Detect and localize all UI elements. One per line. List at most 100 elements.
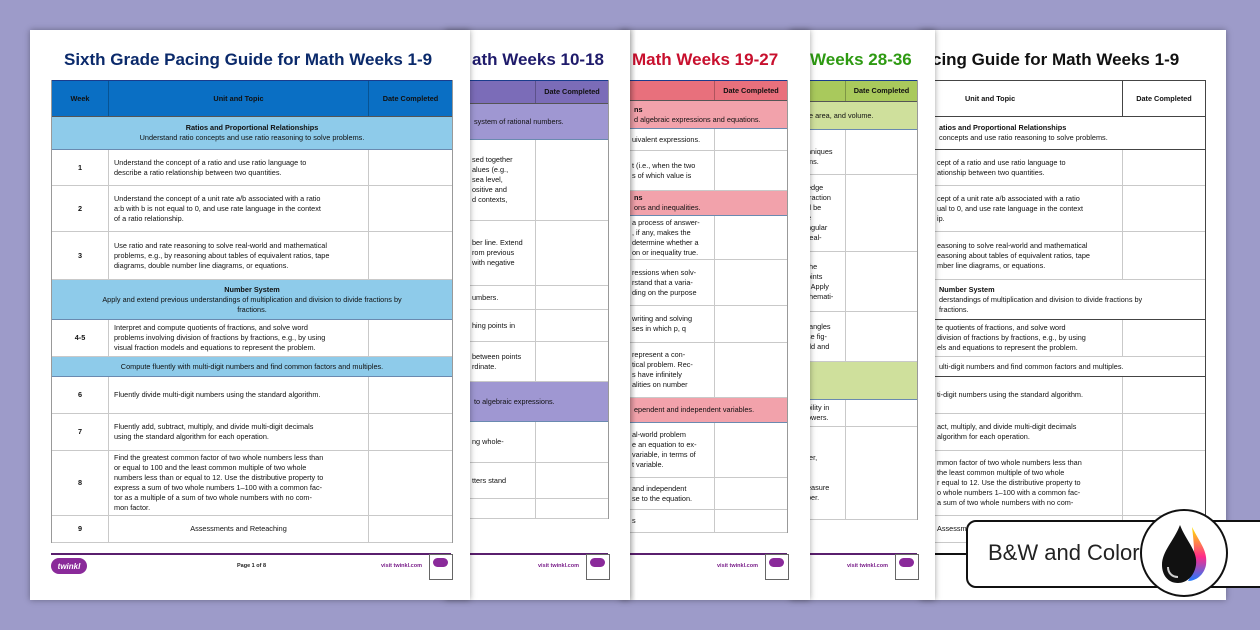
date-completed-cell[interactable] (845, 312, 917, 361)
date-completed-cell[interactable] (714, 129, 787, 150)
date-completed-cell[interactable] (368, 516, 452, 542)
worksheet-page: Weeks 28-36 Date Completed e area, and vol… (790, 30, 935, 600)
unit-topic: ressions when solv- rstand that a varia-… (632, 267, 697, 297)
date-completed-cell[interactable] (535, 499, 608, 518)
date-completed-cell[interactable] (1122, 186, 1205, 231)
section-description: e area, and volume. (809, 110, 874, 120)
date-completed-cell[interactable] (1122, 320, 1205, 356)
date-completed-cell[interactable] (535, 286, 608, 309)
date-completed-cell[interactable] (1122, 150, 1205, 185)
date-completed-cell[interactable] (845, 427, 917, 519)
section-row: Compute fluently with multi-digit number… (52, 357, 452, 377)
section-row: e area, and volume. (805, 102, 917, 130)
date-completed-cell[interactable] (845, 130, 917, 174)
ink-drops-icon (1140, 509, 1228, 597)
date-completed-cell[interactable] (1122, 232, 1205, 279)
date-completed-cell[interactable] (1122, 451, 1205, 515)
section-heading: ependent and independent variables. (630, 398, 787, 422)
date-completed-cell[interactable] (845, 175, 917, 251)
table-header-row: Week Unit and Topic Date Completed (52, 80, 452, 117)
section-row: Ratios and Proportional Relationships Und… (52, 117, 452, 150)
section-heading: ns ons and inequalities. (630, 191, 787, 215)
unit-topic: uivalent expressions. (632, 134, 701, 144)
date-completed-cell[interactable] (1122, 377, 1205, 413)
unit-topic: represent a con- tical problem. Rec- s h… (632, 350, 693, 389)
table-row: cept of a unit rate a/b associated with … (935, 186, 1205, 232)
date-completed-cell[interactable] (368, 320, 452, 356)
section-row: Number System derstandings of multiplicat… (935, 280, 1205, 320)
date-completed-cell[interactable] (714, 423, 787, 477)
section-row: system of rational numbers. (470, 104, 608, 140)
date-completed-cell[interactable] (535, 221, 608, 285)
page-title: Sixth Grade Pacing Guide for Math Weeks … (64, 50, 433, 69)
date-completed-cell[interactable] (368, 186, 452, 231)
section-heading: to algebraic expressions. (470, 382, 608, 421)
pacing-table: Date Completed system of rational numbers… (470, 80, 609, 519)
worksheet-page: Math Weeks 19-27 Date Completed ns d algebr… (620, 30, 810, 600)
section-row: to algebraic expressions. (470, 382, 608, 422)
column-header: Date Completed (845, 81, 917, 101)
unit-topic: Assessments and Reteaching (108, 516, 368, 542)
date-completed-cell[interactable] (714, 151, 787, 190)
date-completed-cell[interactable] (714, 216, 787, 259)
unit-topic: mmon factor of two whole numbers less th… (937, 458, 1082, 507)
week-number: 6 (77, 390, 83, 399)
date-completed-cell[interactable] (845, 400, 917, 426)
section-row: ns d algebraic expressions and equations. (630, 101, 787, 129)
pacing-table: Date Completed ns d algebraic expressions … (630, 80, 788, 533)
worksheet-page: Sixth Grade Pacing Guide for Math Weeks … (30, 30, 470, 600)
date-completed-cell[interactable] (845, 252, 917, 311)
unit-topic: l ter, easure ber. (807, 443, 830, 502)
date-completed-cell[interactable] (535, 310, 608, 341)
date-completed-cell[interactable] (1122, 414, 1205, 450)
column-header: Unit and Topic (965, 93, 1016, 103)
column-header: Date Completed (535, 81, 608, 103)
date-completed-cell[interactable] (368, 377, 452, 413)
table-row: 6 Fluently divide multi-digit numbers usi… (52, 377, 452, 414)
twinkl-logo: twinkl (51, 558, 87, 574)
unit-topic: Use ratio and rate reasoning to solve re… (108, 232, 368, 279)
table-row: represent a con- tical problem. Rec- s h… (630, 343, 787, 398)
table-row: t (i.e., when the two s of which value i… (630, 151, 787, 191)
unit-topic (470, 499, 535, 518)
unit-topic: s (630, 510, 714, 532)
column-header (805, 81, 845, 101)
date-completed-cell[interactable] (368, 150, 452, 185)
date-completed-cell[interactable] (368, 232, 452, 279)
unit-topic: hing points in (472, 320, 516, 330)
unit-topic: te quotients of fractions, and solve wor… (937, 323, 1086, 352)
date-completed-cell[interactable] (535, 140, 608, 220)
date-completed-cell[interactable] (535, 342, 608, 381)
section-title: Number System (224, 284, 280, 294)
section-description: ons and inequalities. (634, 203, 701, 212)
unit-topic: easoning to solve real-world and mathema… (937, 240, 1090, 270)
quality-badge-icon (895, 554, 919, 580)
pacing-table: Week Unit and Topic Date Completed Ratios a… (51, 80, 453, 543)
table-row: hniques ms. (805, 130, 917, 175)
site-link: visit twinkl.com (381, 563, 422, 569)
date-completed-cell[interactable] (714, 478, 787, 509)
date-completed-cell[interactable] (714, 306, 787, 342)
table-row: ti-digit numbers using the standard algo… (935, 377, 1205, 414)
section-heading: Number System Apply and extend previous u… (52, 280, 452, 319)
date-completed-cell[interactable] (368, 451, 452, 515)
week-number: 8 (77, 478, 83, 487)
date-completed-cell[interactable] (535, 422, 608, 462)
section-description: ependent and independent variables. (634, 405, 755, 414)
date-completed-cell[interactable] (368, 414, 452, 450)
pacing-table: Date Completed e area, and volume. hnique… (805, 80, 918, 520)
unit-topic: between points rdinate. (472, 351, 522, 371)
date-completed-cell[interactable] (714, 260, 787, 305)
table-row: act, multiply, and divide multi-digit de… (935, 414, 1205, 451)
table-row: and independent se to the equation. (630, 478, 787, 510)
table-header-row: Unit and Topic Date Completed (935, 80, 1205, 117)
date-completed-cell[interactable] (714, 343, 787, 397)
table-header-row: Date Completed (470, 80, 608, 104)
section-row: atios and Proportional Relationships con… (935, 117, 1205, 150)
date-completed-cell[interactable] (535, 463, 608, 498)
unit-topic: tters stand (472, 475, 507, 485)
table-row: bility in owers. (805, 400, 917, 427)
section-row: ependent and independent variables. (630, 398, 787, 423)
date-completed-cell[interactable] (714, 510, 787, 532)
table-row: the oints . Apply themati- (805, 252, 917, 312)
